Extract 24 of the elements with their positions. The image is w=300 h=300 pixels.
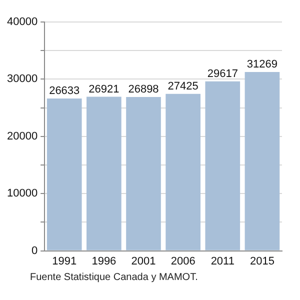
data-label: 31269 (246, 58, 278, 70)
y-tick-label: 20000 (6, 130, 38, 142)
bar (126, 96, 161, 250)
y-tick-label: 0 (31, 244, 38, 257)
x-tick-label: 2006 (170, 255, 196, 268)
y-tick-label: 10000 (6, 188, 38, 200)
bar (86, 96, 122, 250)
bar (205, 81, 240, 250)
x-tick-label: 2001 (131, 255, 156, 268)
x-tick-label: 2015 (250, 255, 274, 268)
source-note: Fuente Statistique Canada y MAMOT. (30, 272, 199, 283)
y-tick-label: 30000 (6, 73, 38, 86)
data-label: 26898 (128, 83, 159, 96)
data-label: 26921 (88, 83, 120, 96)
y-tick-label: 40000 (6, 16, 38, 28)
bar (244, 72, 280, 250)
data-label: 27425 (168, 80, 198, 92)
data-label: 26633 (49, 84, 80, 97)
data-label: 29617 (207, 68, 238, 80)
x-tick-label: 2011 (210, 255, 234, 268)
x-tick-label: 1996 (92, 255, 116, 268)
bar (166, 94, 200, 250)
bar (46, 98, 82, 250)
x-tick-label: 1991 (52, 255, 77, 268)
